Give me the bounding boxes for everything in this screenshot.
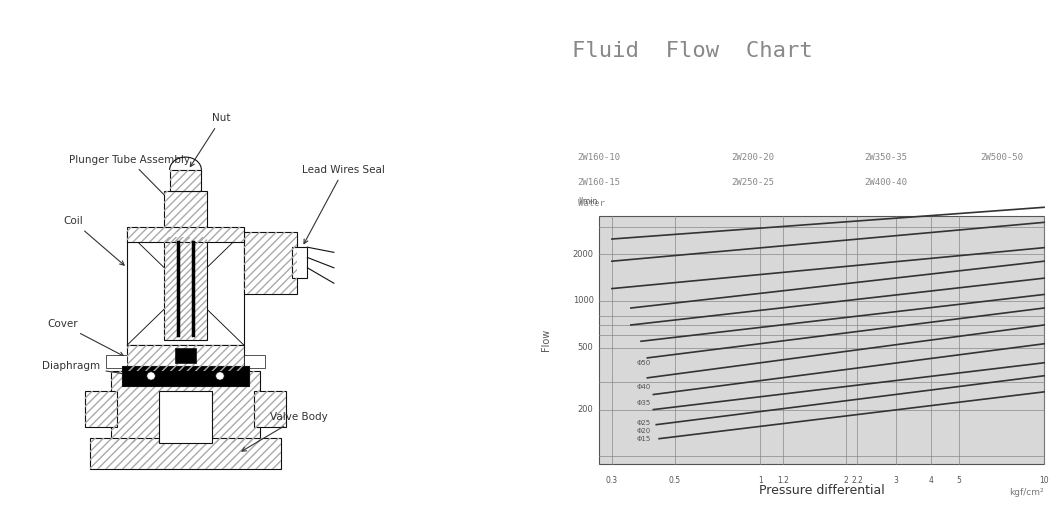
- Bar: [170, 170, 201, 191]
- Text: 2: 2: [844, 476, 848, 485]
- Text: Valve Body: Valve Body: [242, 412, 328, 451]
- Text: Φ15: Φ15: [637, 436, 651, 442]
- Bar: [122, 366, 249, 386]
- Text: 3: 3: [894, 476, 898, 485]
- Text: Fluid  Flow  Chart: Fluid Flow Chart: [572, 41, 813, 61]
- Bar: [111, 371, 260, 443]
- Bar: [127, 232, 244, 345]
- Text: 2W250-25: 2W250-25: [731, 178, 775, 187]
- Text: Water: Water: [578, 199, 604, 208]
- Text: 10: 10: [1039, 476, 1049, 485]
- Text: 0.5: 0.5: [669, 476, 681, 485]
- Bar: [85, 391, 117, 427]
- Text: 200: 200: [578, 405, 594, 414]
- Bar: [164, 191, 207, 232]
- Text: l/min: l/min: [579, 197, 598, 206]
- Text: 4: 4: [929, 476, 934, 485]
- Text: 1000: 1000: [572, 297, 594, 305]
- Text: 1: 1: [758, 476, 762, 485]
- Circle shape: [216, 372, 225, 380]
- Bar: [127, 227, 244, 242]
- Circle shape: [146, 372, 155, 380]
- Text: 5: 5: [956, 476, 961, 485]
- Bar: [90, 438, 281, 469]
- Text: Flow: Flow: [541, 329, 551, 351]
- Text: Φ35: Φ35: [637, 400, 651, 406]
- Text: 2000: 2000: [572, 250, 594, 259]
- Bar: [159, 391, 212, 443]
- Text: Φ50: Φ50: [637, 360, 651, 366]
- Text: 500: 500: [578, 343, 594, 352]
- Bar: [127, 345, 244, 371]
- Bar: [175, 348, 196, 363]
- Bar: [111, 371, 260, 443]
- Bar: [164, 237, 207, 340]
- Bar: [254, 391, 286, 427]
- Text: 1.2: 1.2: [777, 476, 789, 485]
- Text: 2W200-20: 2W200-20: [731, 152, 775, 162]
- Bar: [244, 232, 297, 294]
- Bar: [170, 170, 201, 191]
- Bar: [254, 391, 286, 427]
- Text: 0.3: 0.3: [606, 476, 618, 485]
- Text: 2W350-35: 2W350-35: [864, 152, 907, 162]
- Text: 2W400-40: 2W400-40: [864, 178, 907, 187]
- Bar: [85, 391, 117, 427]
- Text: Cover: Cover: [48, 319, 124, 356]
- Text: Φ40: Φ40: [637, 384, 651, 390]
- Text: Nut: Nut: [191, 113, 230, 166]
- Bar: [127, 345, 244, 371]
- Bar: [244, 232, 297, 294]
- Bar: [164, 191, 207, 232]
- Text: Lead Wires Seal: Lead Wires Seal: [302, 165, 385, 244]
- Bar: [292, 247, 307, 278]
- Text: 2W160-10: 2W160-10: [578, 152, 621, 162]
- Text: Pressure differential: Pressure differential: [759, 484, 884, 497]
- Text: 2W500-50: 2W500-50: [980, 152, 1024, 162]
- Text: Coil: Coil: [64, 216, 124, 265]
- Bar: [164, 237, 207, 340]
- Bar: [127, 227, 244, 242]
- Text: kgf/cm²: kgf/cm²: [1009, 488, 1044, 497]
- Text: Φ25: Φ25: [637, 420, 651, 425]
- Text: Plunger Tube Assembly: Plunger Tube Assembly: [69, 154, 190, 208]
- Text: 2.2: 2.2: [851, 476, 864, 485]
- Text: Φ20: Φ20: [637, 428, 651, 434]
- Bar: [106, 355, 127, 368]
- Text: Diaphragm: Diaphragm: [42, 360, 134, 377]
- Bar: [244, 355, 265, 368]
- Bar: [90, 438, 281, 469]
- Text: 2W160-15: 2W160-15: [578, 178, 621, 187]
